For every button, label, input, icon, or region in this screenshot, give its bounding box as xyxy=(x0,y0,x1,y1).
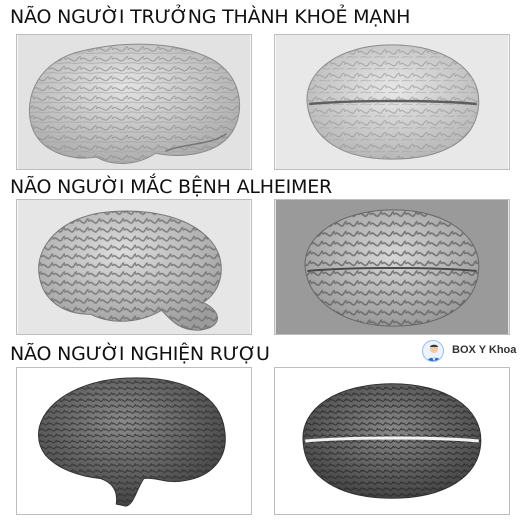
doctor-avatar-icon xyxy=(422,340,444,362)
alcoholic-brain-side-image xyxy=(17,368,251,514)
alcoholic-brain-top-image xyxy=(275,368,509,514)
box-y-khoa-badge: BOX Y Khoa xyxy=(422,340,524,364)
alcoholic-brain-side-photo xyxy=(16,367,252,515)
healthy-brain-side-image xyxy=(17,35,251,169)
section-title-alzheimer: NÃO NGƯỜI MẮC BỆNH ALHEIMER xyxy=(10,176,333,198)
section-title-alcoholic: NÃO NGƯỜI NGHIỆN RƯỢU xyxy=(10,343,270,365)
alzheimer-brain-top-photo xyxy=(274,199,510,335)
healthy-brain-top-image xyxy=(275,35,509,169)
alzheimer-brain-side-image xyxy=(17,200,251,334)
alzheimer-brain-top-image xyxy=(275,200,509,334)
healthy-brain-side-photo xyxy=(16,34,252,170)
alzheimer-brain-side-photo xyxy=(16,199,252,335)
badge-label: BOX Y Khoa xyxy=(452,344,517,356)
healthy-brain-top-photo xyxy=(274,34,510,170)
section-title-healthy: NÃO NGƯỜI TRƯỞNG THÀNH KHOẺ MẠNH xyxy=(10,6,411,28)
alcoholic-brain-top-photo xyxy=(274,367,510,515)
